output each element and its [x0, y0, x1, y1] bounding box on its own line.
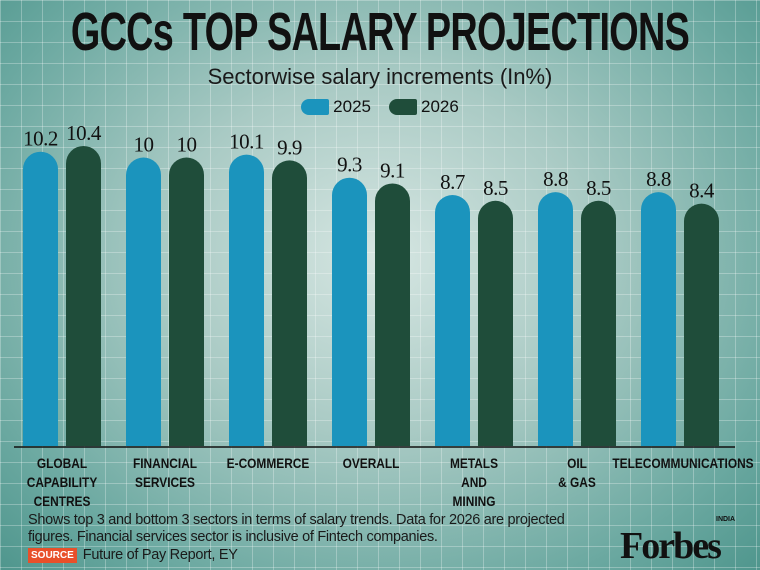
- category-label: E-COMMERCE: [227, 454, 310, 473]
- category-label-line: METALS: [449, 455, 499, 471]
- data-label-2026-5: 8.5: [586, 176, 611, 200]
- data-label-2026-1: 10: [177, 133, 197, 157]
- legend-label: 2026: [421, 97, 459, 116]
- data-label-2025-1: 10: [134, 133, 154, 157]
- bar-2026-1: [169, 157, 204, 446]
- data-label-2026-3: 9.1: [380, 158, 405, 182]
- data-label-2025-0: 10.2: [23, 127, 58, 151]
- legend-item-2025: 2025: [301, 97, 371, 117]
- bar-2026-3: [375, 183, 410, 446]
- chart-subtitle: Sectorwise salary increments (In%): [207, 64, 553, 89]
- data-label-2025-4: 8.7: [440, 170, 465, 194]
- data-label-2025-5: 8.8: [543, 167, 568, 191]
- bar-2025-0: [23, 151, 58, 447]
- data-label-2026-4: 8.5: [483, 176, 508, 200]
- category-label-line: FINANCIAL: [132, 455, 198, 471]
- category-label-line: TELECOMMUNICATIONS: [612, 455, 754, 471]
- source-text: Future of Pay Report, EY: [82, 547, 238, 563]
- bar-2026-0: [66, 145, 101, 446]
- footnote: Shows top 3 and bottom 3 sectors in term…: [28, 512, 565, 545]
- legend-swatch-2026: [389, 99, 417, 115]
- category-label: TELECOMMUNICATIONS: [612, 454, 753, 473]
- category-label: OIL & GAS: [558, 454, 596, 492]
- category-label-line: OVERALL: [342, 455, 400, 471]
- bar-2025-3: [332, 177, 367, 446]
- category-label-line: & GAS: [558, 474, 596, 490]
- legend: 2025 2026: [0, 97, 760, 117]
- data-label-2025-3: 9.3: [337, 153, 362, 177]
- bar-2025-4: [435, 195, 470, 446]
- legend-label: 2025: [333, 97, 371, 116]
- bar-2026-2: [272, 160, 307, 446]
- category-label: OVERALL: [343, 454, 400, 473]
- bar-2025-2: [229, 154, 264, 447]
- chart-title: GCCs TOP SALARY PROJECTIONS: [70, 2, 690, 62]
- category-label-line: MINING: [452, 493, 496, 509]
- source-line: SOURCE Future of Pay Report, EY: [28, 547, 613, 564]
- data-label-2025-2: 10.1: [229, 130, 264, 154]
- category-label-line: OIL: [567, 455, 587, 471]
- category-label-line: GLOBAL: [36, 455, 88, 471]
- source-badge: SOURCE: [28, 548, 77, 563]
- data-label-2025-6: 8.8: [646, 167, 671, 191]
- legend-swatch-2025: [301, 99, 330, 115]
- category-label-line: CAPABILITY: [26, 474, 98, 490]
- category-label-line: E-COMMERCE: [226, 455, 310, 471]
- bar-2026-6: [684, 203, 719, 446]
- bar-2026-5: [581, 200, 616, 446]
- category-label-line: AND: [461, 474, 487, 490]
- forbes-india-logo: Forbes INDIA: [620, 516, 736, 567]
- data-label-2026-6: 8.4: [689, 179, 715, 203]
- category-label: METALS AND MINING: [450, 454, 498, 511]
- bar-2025-1: [126, 157, 161, 446]
- data-label-2026-2: 9.9: [277, 135, 302, 159]
- bar-2025-6: [641, 192, 676, 446]
- category-label: GLOBAL CAPABILITY CENTRES: [27, 454, 98, 511]
- category-label-line: SERVICES: [135, 474, 195, 490]
- data-label-2026-0: 10.4: [66, 121, 102, 145]
- footer: Shows top 3 and bottom 3 sectors in term…: [28, 512, 613, 564]
- category-label: FINANCIAL SERVICES: [133, 454, 197, 492]
- bar-2026-4: [478, 200, 513, 446]
- category-label-line: CENTRES: [33, 493, 91, 509]
- legend-item-2026: 2026: [389, 97, 459, 117]
- bar-2025-5: [538, 192, 573, 446]
